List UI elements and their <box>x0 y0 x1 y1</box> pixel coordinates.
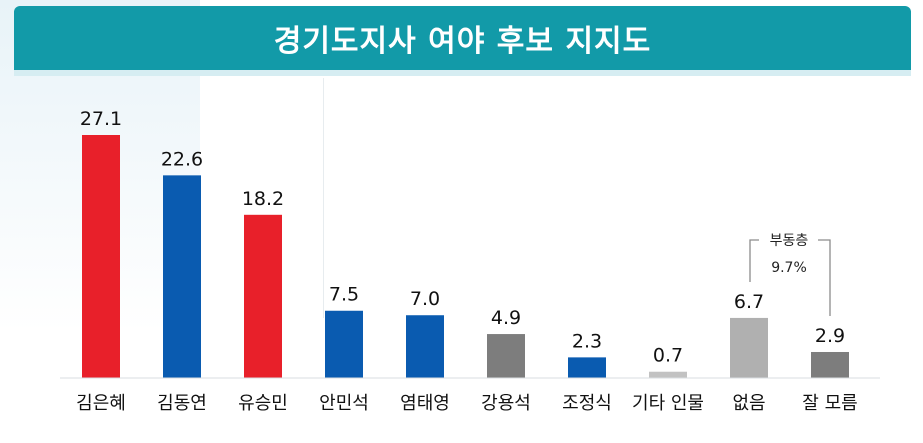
category-label-9: 없음 <box>732 393 765 414</box>
value-label-7: 2.3 <box>572 330 602 352</box>
value-label-3: 18.2 <box>242 188 284 210</box>
bar-3 <box>244 214 282 378</box>
bar-8 <box>649 371 687 378</box>
bar-9 <box>730 317 768 378</box>
bar-6 <box>487 334 525 378</box>
bracket-left <box>749 239 759 256</box>
category-label-6: 강용석 <box>481 393 531 414</box>
value-label-2: 22.6 <box>161 148 203 170</box>
value-label-9: 6.7 <box>734 291 764 313</box>
bar-1 <box>82 135 120 378</box>
category-label-8: 기타 인물 <box>632 393 704 414</box>
header-strip <box>14 70 911 76</box>
undecided-label: 부동층 <box>770 233 809 249</box>
value-label-5: 7.0 <box>410 288 440 310</box>
category-label-1: 김은혜 <box>76 393 126 414</box>
category-label-4: 안민석 <box>319 393 369 414</box>
chart-header: 경기도지사 여야 후보 지지도 <box>14 6 911 70</box>
bracket-right <box>818 239 831 256</box>
undecided-value: 9.7% <box>771 260 807 276</box>
value-label-6: 4.9 <box>491 307 521 329</box>
value-label-8: 0.7 <box>653 345 683 367</box>
category-label-10: 잘 모름 <box>802 393 857 414</box>
group-divider <box>323 78 324 318</box>
category-label-7: 조정식 <box>562 393 612 414</box>
bars-group <box>82 135 849 378</box>
value-label-1: 27.1 <box>80 108 122 130</box>
bar-10 <box>811 351 849 378</box>
bar-5 <box>406 315 444 378</box>
bar-7 <box>568 357 606 378</box>
chart-title: 경기도지사 여야 후보 지지도 <box>273 24 652 59</box>
category-label-3: 유승민 <box>238 393 288 414</box>
category-label-5: 염태영 <box>400 393 450 414</box>
bar-4 <box>325 310 363 378</box>
category-labels-group: 김은혜 김동연 유승민 안민석 염태영 강용석 조정식 기타 인물 없음 잘 모름 <box>76 393 858 414</box>
undecided-bracket: 부동층 9.7% <box>749 233 831 316</box>
bar-2 <box>163 175 201 378</box>
value-label-4: 7.5 <box>329 284 359 306</box>
value-label-10: 2.9 <box>815 325 845 347</box>
category-label-2: 김동연 <box>157 393 207 414</box>
value-labels-group: 27.1 22.6 18.2 7.5 7.0 4.9 2.3 0.7 6.7 2.9 <box>80 108 845 367</box>
